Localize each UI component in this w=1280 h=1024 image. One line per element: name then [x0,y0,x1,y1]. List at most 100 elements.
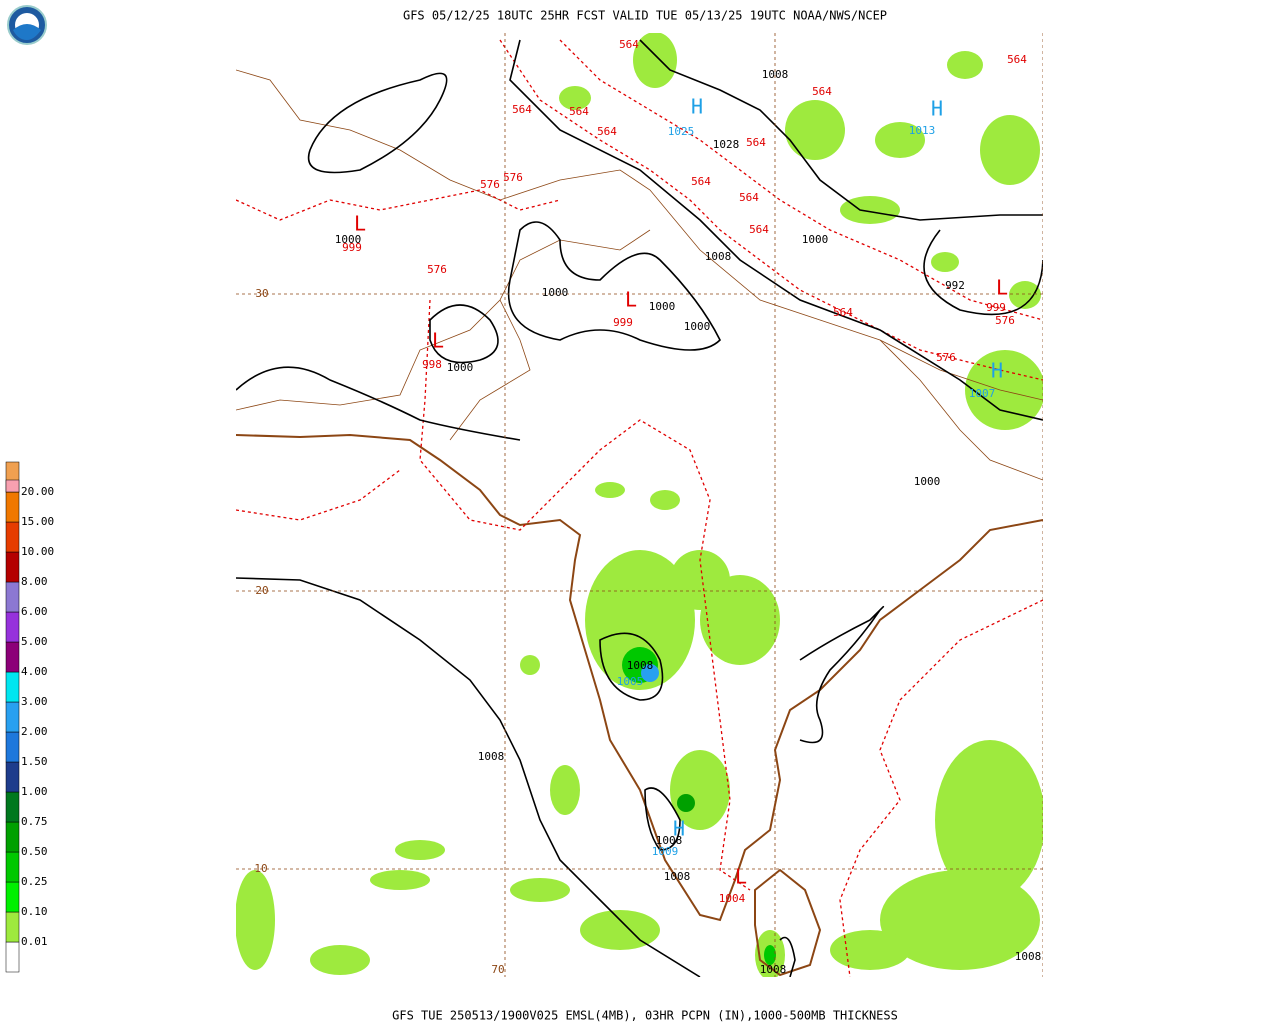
map-label-grid: 30 [255,287,268,300]
map-label-pressure: 1000 [447,361,474,374]
map-labels: 564 564 1008 564 H H 564 564 1025 1013 564 1028 564 5… [254,38,1041,976]
map-label-thickness: 564 [1007,53,1027,66]
thickness-contour [236,39,1043,977]
map-label-thickness: 564 [746,136,766,149]
map-label-pressure: 1008 [478,750,505,763]
legend-swatch [5,731,20,763]
legend-label: 0.10 [21,905,48,918]
map-label-thickness: 564 [512,103,532,116]
map-label-grid: 70 [491,963,504,976]
legend-swatch [5,581,20,613]
map-label-high: 1025 [668,125,695,138]
isobar [236,39,1043,977]
map-label-pressure: 1000 [684,320,711,333]
legend-label: 0.75 [21,815,48,828]
map-area [236,33,1043,977]
header-title: GFS 05/12/25 18UTC 25HR FCST VALID TUE 0… [403,9,887,23]
map-label-high: H [673,817,685,841]
legend-swatch [5,641,20,673]
map-label-high: H [931,97,943,121]
legend-swatch [5,491,20,523]
legend-label: 8.00 [21,575,48,588]
map-label-grid: 20 [255,584,268,597]
map-label-pressure: 1000 [542,286,569,299]
legend-swatch [5,671,20,703]
map-label-thickness: 564 [739,191,759,204]
map-label-thickness: 576 [503,171,523,184]
map-label-pressure: 1000 [914,475,941,488]
map-label-high: 1005 [617,675,644,688]
map-label-thickness: 564 [812,85,832,98]
map-label-pressure: 1000 [802,233,829,246]
legend-label: 0.01 [21,935,48,948]
legend-label: 0.25 [21,875,48,888]
map-label-low: L [996,276,1008,300]
map-label-high: 1007 [969,387,996,400]
border [236,69,1043,481]
legend-swatch [5,551,20,583]
map-label-pressure: 1008 [627,659,654,672]
map-label-high: 1009 [652,845,679,858]
map-label-low: L [354,212,366,236]
legend-label: 5.00 [21,635,48,648]
map-label-low: 999 [986,301,1006,314]
legend-swatch [5,821,20,853]
map-label-high: H [691,95,703,119]
map-label-pressure: 1008 [1015,950,1042,963]
map-label-thickness: 576 [480,178,500,191]
map-label-thickness: 564 [691,175,711,188]
legend-swatch [5,479,20,493]
legend-swatch [5,791,20,823]
map-label-thickness: 576 [995,314,1015,327]
legend-swatch [5,521,20,553]
legend-label: 1.00 [21,785,48,798]
map-label-thickness: 564 [619,38,639,51]
map-label-high: H [991,359,1003,383]
legend-label: 3.00 [21,695,48,708]
map-label-thickness: 564 [749,223,769,236]
lat-lon-grid [236,33,1043,977]
legend-swatch [5,611,20,643]
footer-title: GFS TUE 250513/1900V025 EMSL(4MB), 03HR … [392,1009,898,1023]
map-label-pressure: 992 [945,279,965,292]
map-label-pressure: 1008 [656,834,683,847]
map-label-thickness: 576 [427,263,447,276]
map-label-pressure: 1000 [335,233,362,246]
map-label-low: L [432,329,444,353]
map-label-low: 999 [613,316,633,329]
map-label-thickness: 576 [936,351,956,364]
noaa-logo [7,5,47,45]
legend-label: 15.00 [21,515,54,528]
map-label-pressure: 1008 [760,963,787,976]
legend-swatch [5,881,20,913]
map-label-thickness: 564 [833,306,853,319]
legend-label: 4.00 [21,665,48,678]
map-label-pressure: 1000 [649,300,676,313]
legend-label: 1.50 [21,755,48,768]
legend-label: 0.50 [21,845,48,858]
legend-swatch [5,761,20,793]
map-label-low: 999 [342,241,362,254]
map-label-thickness: 564 [597,125,617,138]
legend-label: 10.00 [21,545,54,558]
map-label-low: 998 [422,358,442,371]
map-label-thickness: 564 [569,105,589,118]
map-label-pressure: 1028 [713,138,740,151]
legend-swatch [5,851,20,883]
map-label-pressure: 1008 [705,250,732,263]
legend-swatch [5,941,20,973]
map-label-low: L [625,288,637,312]
map-label-high: 1013 [909,124,936,137]
map-label-pressure: 1008 [762,68,789,81]
legend-label: 20.00 [21,485,54,498]
coastline [236,433,1043,977]
legend-label: 2.00 [21,725,48,738]
precip-area [236,33,1043,977]
legend-swatch [5,701,20,733]
map-label-low: 1004 [719,892,746,905]
legend-swatch [5,911,20,943]
legend: 0.01 0.10 0.25 0.50 0.75 1.00 1.50 2.00 3.00 4.00… [5,461,54,973]
legend-label: 6.00 [21,605,48,618]
